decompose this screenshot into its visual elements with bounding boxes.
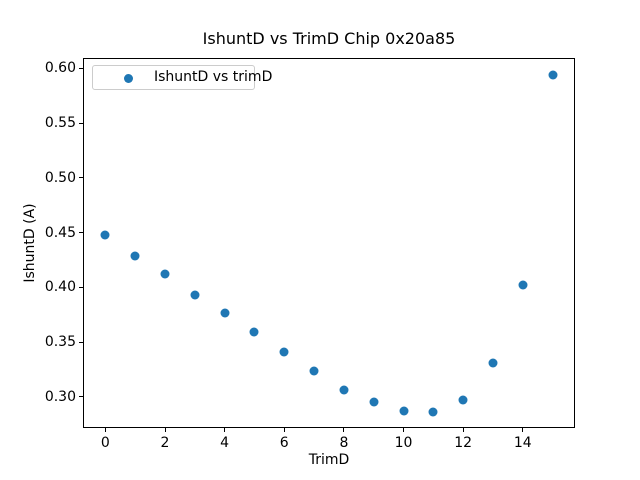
data-point <box>190 290 200 300</box>
y-tick-mark <box>79 67 83 69</box>
data-point <box>339 385 349 395</box>
x-tick-mark <box>462 428 464 432</box>
y-tick-label: 0.45 <box>44 224 76 241</box>
x-tick-mark <box>224 428 226 432</box>
data-point <box>458 395 468 405</box>
x-tick-label: 10 <box>394 435 413 451</box>
x-tick-mark <box>403 428 405 432</box>
data-point <box>548 70 558 80</box>
data-point <box>220 308 230 318</box>
x-axis-label: TrimD <box>308 452 350 468</box>
y-tick-mark <box>79 232 83 234</box>
data-point <box>100 230 110 240</box>
chart-title: IshuntD vs TrimD Chip 0x20a85 <box>202 29 456 48</box>
y-tick-label: 0.30 <box>44 388 76 405</box>
y-tick-label: 0.35 <box>44 334 76 351</box>
y-tick-label: 0.55 <box>44 115 76 132</box>
x-tick-mark <box>104 428 106 432</box>
y-tick-label: 0.50 <box>44 169 76 186</box>
x-tick-label: 4 <box>220 435 230 451</box>
y-tick-mark <box>79 122 83 124</box>
data-point <box>369 397 379 407</box>
x-tick-mark <box>343 428 345 432</box>
data-point <box>399 406 409 416</box>
y-tick-label: 0.60 <box>44 60 76 77</box>
x-tick-mark <box>283 428 285 432</box>
x-tick-label: 6 <box>279 435 289 451</box>
y-tick-mark <box>79 396 83 398</box>
x-tick-label: 14 <box>513 435 532 451</box>
x-tick-label: 8 <box>339 435 349 451</box>
y-axis-label-text: IshuntD (A) <box>22 203 38 283</box>
data-point <box>279 347 289 357</box>
x-tick-mark <box>522 428 524 432</box>
data-point <box>488 358 498 368</box>
data-point <box>428 407 438 417</box>
x-tick-mark <box>164 428 166 432</box>
data-point <box>249 327 259 337</box>
y-tick-mark <box>79 341 83 343</box>
x-tick-label: 0 <box>100 435 110 451</box>
legend-marker-dot-icon <box>124 74 133 83</box>
data-point <box>309 366 319 376</box>
data-point <box>130 251 140 261</box>
x-tick-label: 12 <box>454 435 473 451</box>
data-point <box>160 269 170 279</box>
y-tick-mark <box>79 177 83 179</box>
legend: IshuntD vs trimD <box>92 65 272 90</box>
legend-label: IshuntD vs trimD <box>154 69 273 85</box>
y-tick-mark <box>79 286 83 288</box>
data-point <box>518 280 528 290</box>
x-tick-label: 2 <box>160 435 170 451</box>
y-tick-label: 0.40 <box>44 279 76 296</box>
